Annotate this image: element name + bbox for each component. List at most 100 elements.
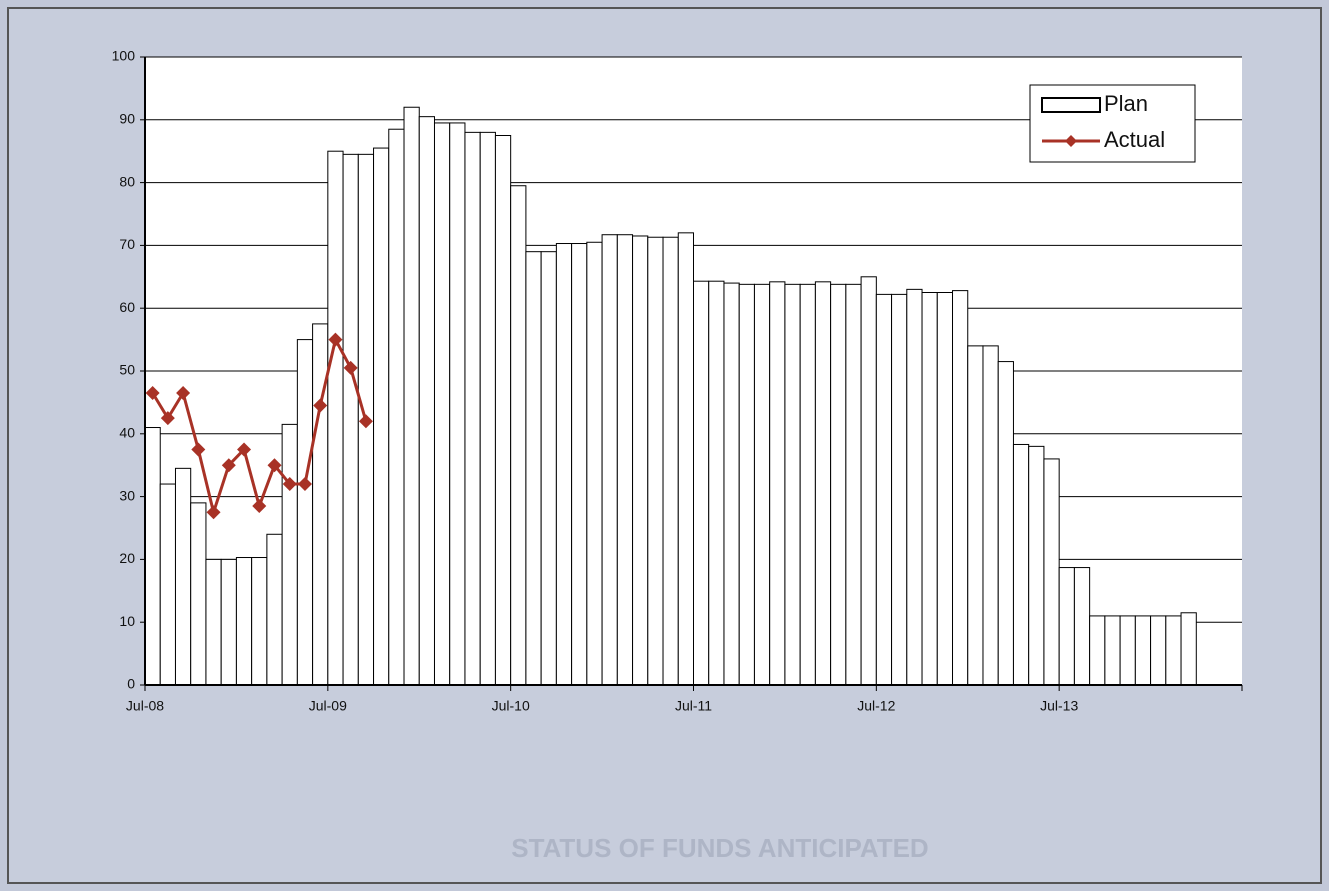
bar xyxy=(1073,567,1091,686)
bar xyxy=(403,106,420,686)
marker xyxy=(328,332,343,347)
bar xyxy=(571,243,588,686)
bar xyxy=(769,281,786,686)
bar xyxy=(1134,615,1152,686)
bar xyxy=(906,288,923,686)
bar xyxy=(1150,615,1167,686)
marker xyxy=(313,398,328,413)
bar xyxy=(266,533,283,686)
legend-marker xyxy=(1065,135,1077,147)
y-tick-label: 10 xyxy=(119,613,135,629)
bar xyxy=(494,135,512,686)
bar xyxy=(296,339,314,686)
bar xyxy=(845,283,862,686)
bar xyxy=(723,282,740,686)
y-tick-label: 80 xyxy=(119,173,135,189)
bar xyxy=(784,283,801,686)
marker xyxy=(237,442,252,457)
y-tick-label: 60 xyxy=(119,299,135,315)
bar xyxy=(601,234,618,686)
bar xyxy=(921,292,938,686)
bar xyxy=(860,276,877,686)
bar xyxy=(525,251,542,686)
bar xyxy=(555,243,573,686)
y-tick-label: 20 xyxy=(119,550,135,566)
bar xyxy=(510,185,527,686)
bar xyxy=(1104,615,1121,686)
bar xyxy=(662,236,679,686)
bar xyxy=(814,281,832,686)
bar xyxy=(540,251,557,686)
bar xyxy=(738,283,755,686)
marker xyxy=(176,385,191,400)
bar xyxy=(1119,615,1136,686)
x-tick-label: Jul-10 xyxy=(492,698,530,714)
bar xyxy=(753,283,771,686)
bar xyxy=(586,241,603,686)
bar xyxy=(891,293,908,686)
legend-label: Actual xyxy=(1104,127,1165,152)
x-tick-label: Jul-08 xyxy=(126,698,164,714)
marker xyxy=(206,505,221,520)
marker xyxy=(221,458,236,473)
bar xyxy=(174,467,192,686)
bar xyxy=(433,122,451,686)
y-tick-label: 100 xyxy=(112,48,136,64)
y-tick-label: 40 xyxy=(119,425,135,441)
bar xyxy=(799,283,816,686)
x-tick-label: Jul-13 xyxy=(1040,698,1078,714)
bar xyxy=(830,283,847,686)
bar xyxy=(479,131,496,686)
bar xyxy=(708,280,725,686)
bar xyxy=(388,128,405,686)
bar xyxy=(1058,567,1075,686)
marker xyxy=(191,442,206,457)
bar xyxy=(220,558,237,686)
bar xyxy=(449,122,466,686)
marker xyxy=(358,414,373,429)
x-tick-label: Jul-09 xyxy=(309,698,347,714)
bar xyxy=(1089,615,1106,686)
bar xyxy=(875,293,893,686)
bar xyxy=(342,153,359,686)
bar xyxy=(997,361,1014,686)
bar xyxy=(616,234,634,686)
bar xyxy=(464,131,481,686)
x-tick-label: Jul-11 xyxy=(675,698,712,714)
y-tick-label: 30 xyxy=(119,487,135,503)
legend-label: Plan xyxy=(1104,91,1148,116)
bar xyxy=(159,483,176,686)
y-tick-label: 70 xyxy=(119,236,135,252)
bar xyxy=(1165,615,1182,686)
bar xyxy=(327,150,344,686)
bar xyxy=(632,235,649,686)
marker xyxy=(160,411,175,426)
bar xyxy=(281,423,298,686)
marker xyxy=(297,477,312,492)
bar xyxy=(967,345,984,686)
marker xyxy=(282,477,297,492)
bar xyxy=(190,502,207,686)
marker xyxy=(145,385,160,400)
marker xyxy=(267,458,282,473)
bar xyxy=(952,290,969,686)
bar xyxy=(677,232,695,686)
marker xyxy=(343,360,358,375)
bar xyxy=(1012,443,1030,686)
bar xyxy=(418,116,435,686)
y-tick-label: 0 xyxy=(127,676,135,692)
bar xyxy=(936,292,954,686)
bar xyxy=(647,236,664,686)
bar xyxy=(235,557,253,686)
bar xyxy=(982,345,999,686)
y-tick-label: 50 xyxy=(119,362,135,378)
bar xyxy=(205,558,222,686)
bar xyxy=(144,427,161,686)
x-tick-label: Jul-12 xyxy=(857,698,895,714)
bar xyxy=(1028,445,1045,686)
bar xyxy=(693,280,710,686)
bar xyxy=(1043,458,1060,686)
bar xyxy=(1180,612,1197,686)
